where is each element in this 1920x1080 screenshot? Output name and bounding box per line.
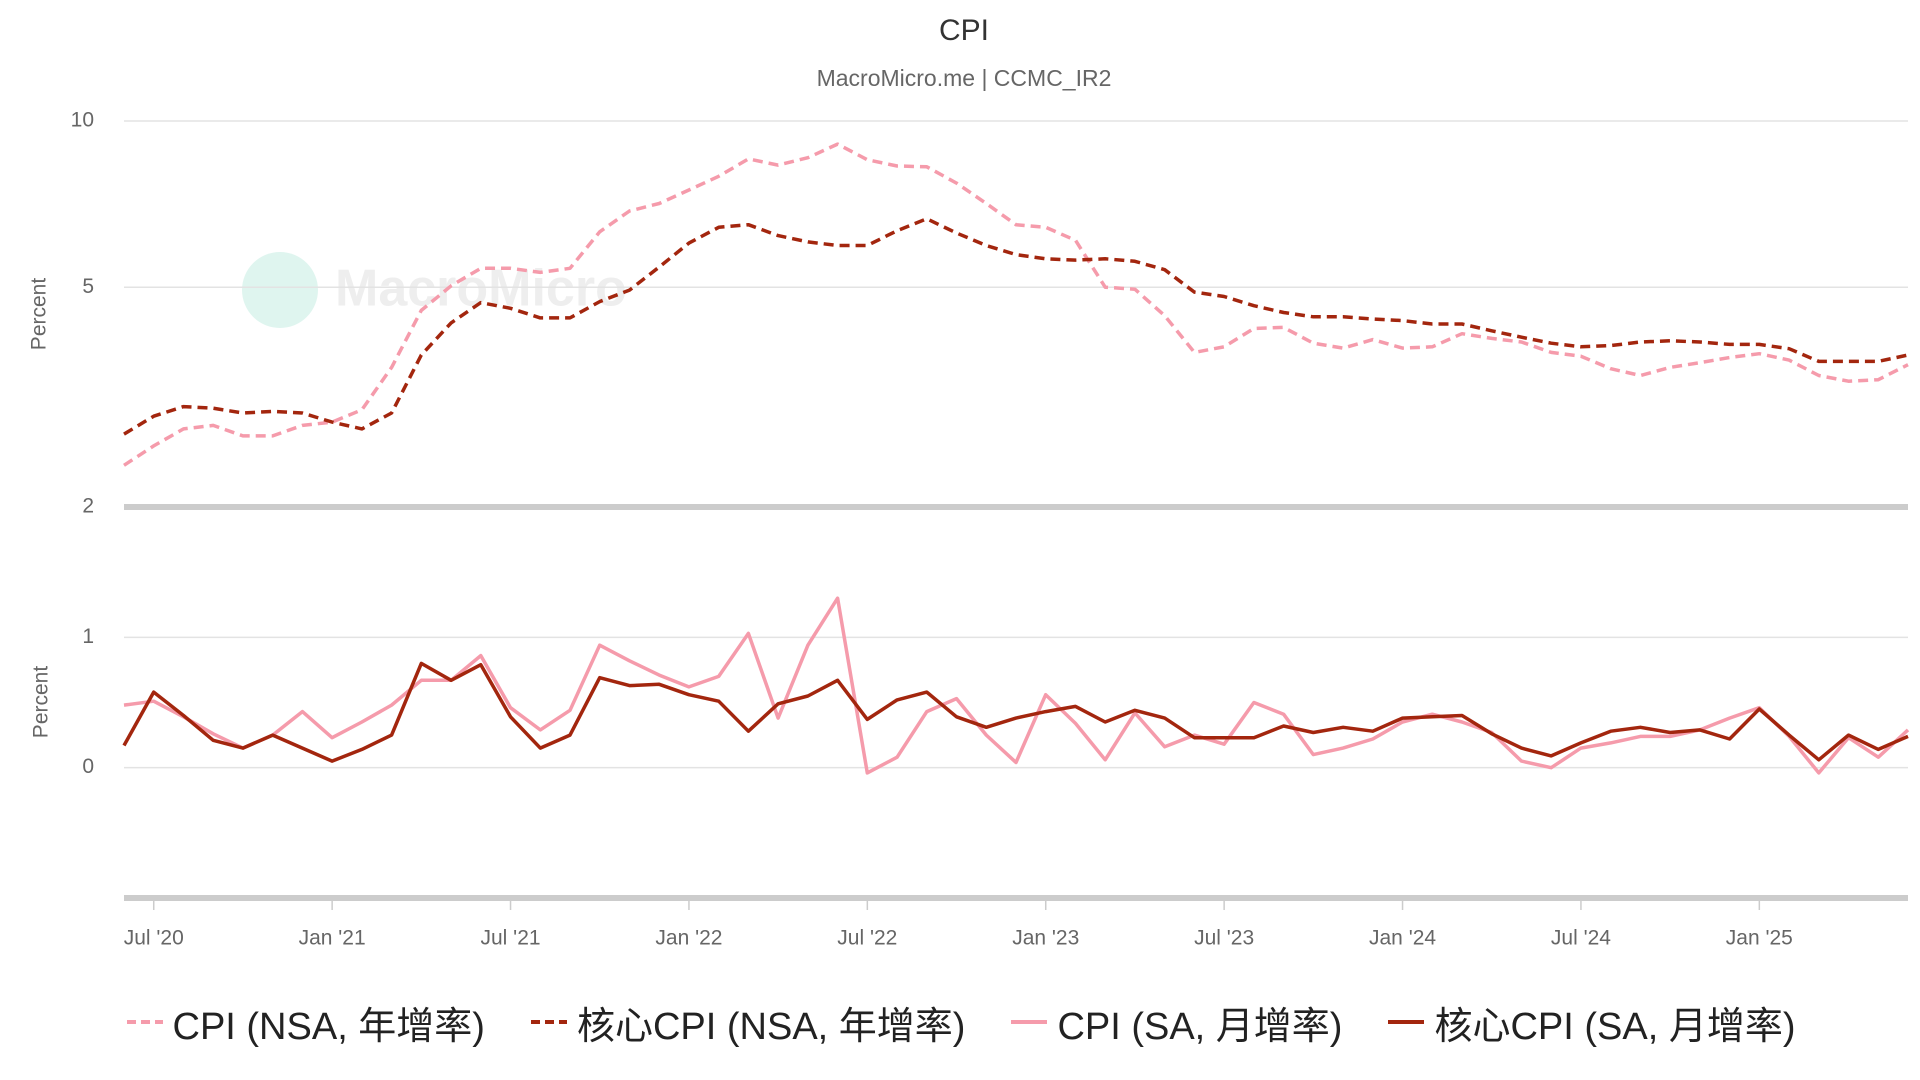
x-tick-label: Jan '23	[1012, 927, 1079, 950]
y-tick-label: 5	[82, 275, 94, 298]
watermark-logo	[242, 252, 318, 328]
x-tick-label: Jan '24	[1369, 927, 1436, 950]
x-tick-label: Jul '24	[1551, 927, 1611, 950]
y-axis-label: Percent	[30, 666, 53, 739]
x-tick-label: Jan '21	[299, 927, 366, 950]
panel-separator	[124, 895, 1908, 901]
legend-swatch	[530, 1020, 567, 1024]
legend-item[interactable]: CPI (NSA, 年增率)	[125, 995, 485, 1050]
y-tick-label: 1	[82, 625, 94, 648]
x-tick-label: Jan '25	[1726, 927, 1793, 950]
y-tick-label: 2	[82, 495, 94, 518]
legend-swatch	[1011, 1020, 1048, 1024]
series-line	[123, 217, 1909, 436]
y-tick-label: 10	[71, 109, 94, 132]
legend-swatch	[126, 1020, 163, 1024]
legend: CPI (NSA, 年增率) 核心CPI (NSA, 年增率) CPI (SA, 月…	[0, 990, 1920, 1054]
legend-swatch	[1388, 1020, 1425, 1024]
watermark: MacroMicro	[335, 260, 627, 318]
chart: MacroMicro CPI MacroMicro.me | CCMC_IR2 …	[28, 14, 1910, 950]
legend-item[interactable]: 核心CPI (SA, 月增率)	[1386, 995, 1796, 1050]
legend-item[interactable]: CPI (SA, 月增率)	[1009, 995, 1342, 1050]
chart-subtitle: MacroMicro.me | CCMC_IR2	[817, 65, 1112, 91]
x-tick-label: Jul '22	[837, 927, 897, 950]
series-line	[123, 142, 1909, 467]
series-line	[123, 596, 1910, 775]
legend-item[interactable]: 核心CPI (NSA, 年增率)	[529, 995, 965, 1050]
legend-label: 核心CPI (NSA, 年增率)	[576, 1005, 966, 1048]
y-axis-label: Percent	[28, 278, 51, 351]
legend-label: 核心CPI (SA, 月增率)	[1434, 1005, 1796, 1048]
chart-title: CPI	[939, 14, 989, 47]
x-tick-label: Jul '20	[124, 927, 184, 950]
x-tick-label: Jul '23	[1194, 927, 1254, 950]
legend-label: CPI (SA, 月增率)	[1057, 1005, 1343, 1048]
x-tick-label: Jan '22	[655, 927, 722, 950]
y-tick-label: 0	[82, 755, 94, 778]
series-line	[122, 661, 1909, 763]
x-tick-label: Jul '21	[481, 927, 541, 950]
panel-separator	[124, 504, 1908, 510]
legend-label: CPI (NSA, 年增率)	[172, 1005, 485, 1048]
